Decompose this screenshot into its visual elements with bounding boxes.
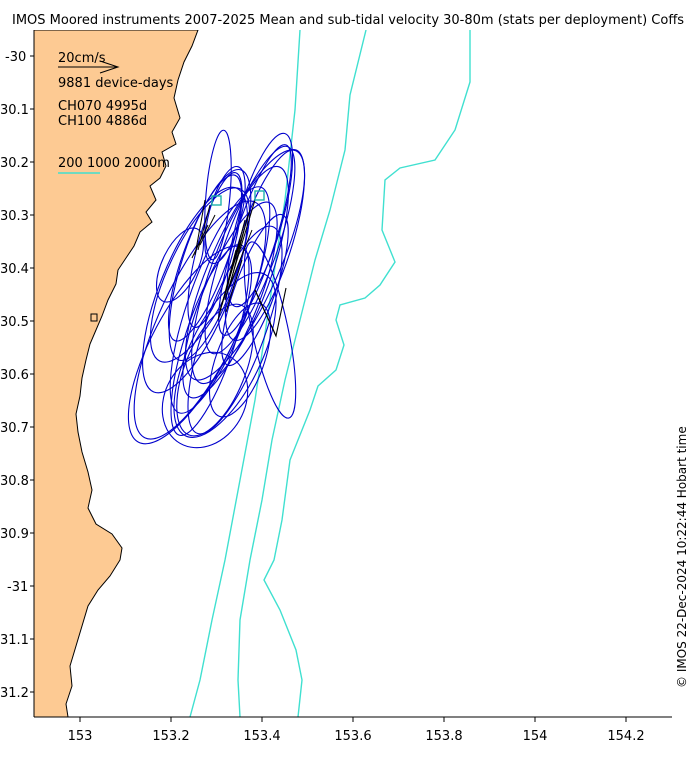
land-coastline — [34, 30, 199, 717]
ellipse — [187, 225, 283, 435]
y-tick-label: 30.7 — [0, 421, 29, 436]
ellipse — [141, 186, 249, 394]
station-label: CH100 4886d — [58, 114, 147, 129]
y-axis: -30 30.1 30.2 30.3 30.4 30.5 30.6 30.7 3… — [0, 50, 34, 701]
device-days-label: 9881 device-days — [58, 76, 174, 91]
x-tick-label: 153.8 — [425, 729, 462, 744]
small-island — [90, 313, 98, 322]
y-tick-label: 30.2 — [0, 156, 29, 171]
isobath-2000m — [263, 30, 471, 717]
x-tick-label: 154.2 — [607, 729, 644, 744]
y-tick-label: 30.3 — [0, 209, 29, 224]
y-tick-label: 31.2 — [0, 686, 29, 701]
x-tick-label: 153.4 — [243, 729, 280, 744]
x-tick-label: 154 — [523, 729, 548, 744]
ellipse — [226, 132, 294, 308]
ellipse — [167, 174, 243, 342]
isobath-200m — [189, 30, 301, 717]
y-tick-label: 31.1 — [0, 633, 29, 648]
y-tick-label: 30.9 — [0, 527, 29, 542]
scale-arrow — [99, 60, 120, 74]
mooring-marker-ch070 — [211, 195, 222, 206]
mooring-marker-ch100 — [254, 190, 265, 201]
ellipse — [168, 168, 252, 362]
ellipse — [170, 244, 250, 436]
mean-velocity-sticks — [191, 199, 256, 321]
legend: 20cm/s 9881 device-days CH070 4995d CH10… — [58, 51, 174, 174]
ellipse — [184, 149, 306, 381]
scale-label: 20cm/s — [58, 51, 106, 66]
x-tick-label: 153.2 — [152, 729, 189, 744]
map-area — [34, 30, 471, 717]
y-tick-label: 30.1 — [0, 103, 29, 118]
ellipse — [221, 213, 289, 367]
ellipse — [173, 272, 277, 438]
isobath-legend-label: 200 1000 2000m — [58, 156, 170, 171]
ellipse — [204, 165, 246, 265]
isobath-1000m — [237, 30, 367, 717]
figure-title: IMOS Moored instruments 2007-2025 Mean a… — [12, 13, 684, 28]
x-tick-label: 153 — [68, 729, 93, 744]
ellipse — [155, 227, 205, 303]
y-tick-label: 30.8 — [0, 474, 29, 489]
y-tick-label: 30.5 — [0, 315, 29, 330]
ellipse — [161, 351, 249, 449]
ellipse — [127, 245, 253, 445]
y-tick-label: -30 — [5, 50, 26, 65]
station-label: CH070 4995d — [58, 99, 147, 114]
y-tick-label: 30.6 — [0, 368, 29, 383]
y-tick-label: -31 — [7, 580, 28, 595]
ellipse — [204, 129, 232, 261]
ellipse — [243, 241, 297, 419]
x-tick-label: 153.6 — [334, 729, 371, 744]
x-axis: 153 153.2 153.4 153.6 153.8 154 154.2 — [68, 717, 645, 744]
ellipse — [208, 302, 272, 418]
y-tick-label: 30.4 — [0, 262, 29, 277]
copyright-label: © IMOS 22-Dec-2024 10:22:44 Hobart time — [675, 426, 689, 688]
ellipse — [191, 165, 289, 385]
